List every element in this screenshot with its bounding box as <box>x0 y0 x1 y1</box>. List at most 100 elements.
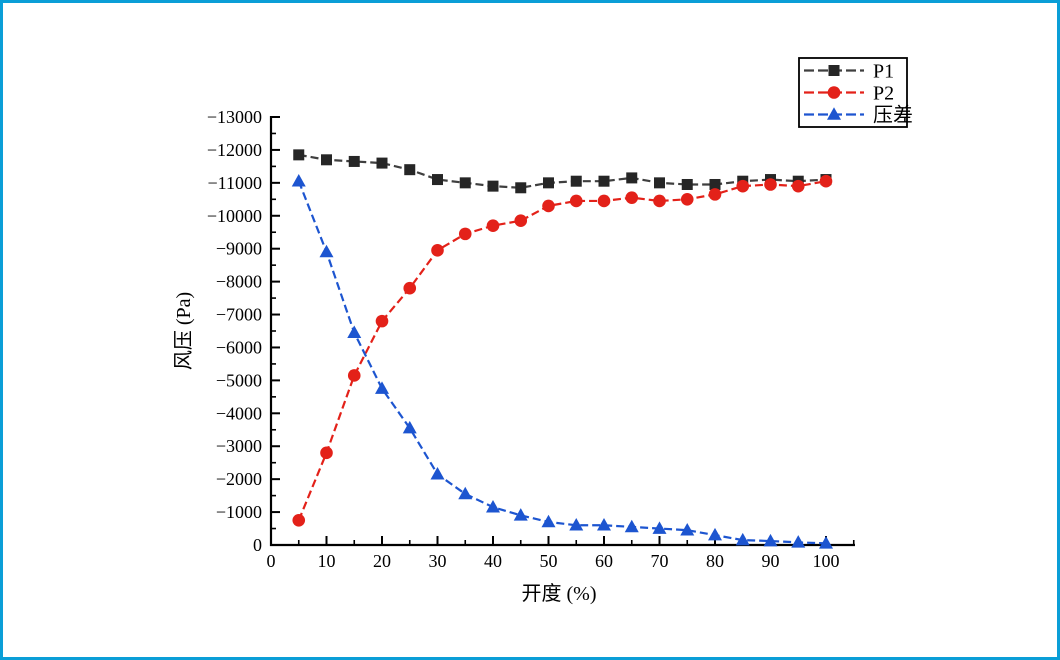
x-tick-label: 0 <box>267 551 276 571</box>
y-tick-label: 0 <box>253 535 262 555</box>
data-point-P2 <box>653 194 666 208</box>
pressure-line-chart: 0 10 20 30 40 50 60 70 80 90 100 0 −1000 −2000 −3000 −4… <box>173 57 913 605</box>
data-point-P1 <box>681 178 693 190</box>
data-point-P2 <box>403 281 417 295</box>
data-point-压差 <box>486 499 500 513</box>
data-point-压差 <box>291 174 306 187</box>
legend-label-P2: P2 <box>873 83 894 105</box>
data-point-压差 <box>458 486 473 500</box>
x-tick-label: 30 <box>429 551 447 571</box>
data-point-压差 <box>541 514 556 528</box>
data-point-P1 <box>598 175 610 187</box>
y-tick-label: −9000 <box>216 239 262 259</box>
x-tick-label: 20 <box>373 551 391 571</box>
series-line-压差 <box>297 180 827 545</box>
data-point-压差 <box>513 508 528 521</box>
data-point-压差 <box>569 518 584 531</box>
data-point-P2 <box>791 179 805 193</box>
y-tick-label: −11000 <box>208 173 262 193</box>
legend-marker-P1 <box>828 65 840 76</box>
legend-label-P1: P1 <box>873 61 894 83</box>
y-tick-label: −7000 <box>216 305 262 325</box>
x-tick-label: 50 <box>540 551 558 571</box>
x-tick-label: 40 <box>484 551 502 571</box>
data-point-压差 <box>680 522 695 536</box>
data-point-P1 <box>626 172 638 184</box>
data-point-P1 <box>654 177 665 189</box>
data-point-P2 <box>680 193 694 206</box>
series-P2 <box>292 174 833 527</box>
data-point-压差 <box>430 467 445 480</box>
x-axis-title: 开度 (%) <box>522 582 597 605</box>
legend-entry-P1: P1 <box>804 61 894 83</box>
data-point-P2 <box>514 214 528 228</box>
y-tick-label: −2000 <box>216 469 262 489</box>
legend-marker-P2 <box>827 86 841 99</box>
x-tick-label: 60 <box>595 551 613 571</box>
data-point-P1 <box>348 155 360 167</box>
data-point-P1 <box>459 177 471 189</box>
legend-entry-P2: P2 <box>804 83 894 105</box>
data-point-P1 <box>293 149 305 161</box>
data-point-P2 <box>736 179 750 193</box>
y-tick-label: −1000 <box>216 502 262 522</box>
legend-entry-压差: 压差 <box>804 104 913 127</box>
data-point-P2 <box>542 199 555 213</box>
axes: 0 10 20 30 40 50 60 70 80 90 100 0 −1000 −2000 −3000 −4… <box>207 107 855 571</box>
data-point-P2 <box>347 369 361 382</box>
data-point-P1 <box>432 174 443 186</box>
data-point-P1 <box>709 178 721 190</box>
data-point-P2 <box>819 174 833 188</box>
data-point-P2 <box>708 188 722 201</box>
data-point-P1 <box>321 154 332 166</box>
data-point-压差 <box>652 521 667 534</box>
y-tick-label: −8000 <box>216 272 262 292</box>
data-point-压差 <box>791 535 806 548</box>
data-point-压差 <box>402 420 417 434</box>
data-point-P2 <box>458 227 472 241</box>
data-point-P2 <box>320 446 333 460</box>
data-point-P2 <box>375 314 389 328</box>
data-point-P2 <box>569 194 583 208</box>
x-tick-label: 100 <box>813 551 840 571</box>
data-point-压差 <box>319 244 334 258</box>
x-tick-label: 80 <box>706 551 724 571</box>
data-point-P1 <box>404 164 416 176</box>
data-point-压差 <box>347 325 362 338</box>
data-point-P1 <box>376 157 388 169</box>
data-point-压差 <box>624 519 639 533</box>
data-point-压差 <box>763 533 778 547</box>
y-tick-label: −10000 <box>207 206 262 226</box>
y-tick-label: −5000 <box>216 370 262 390</box>
data-point-P2 <box>486 219 500 232</box>
series-line-P2 <box>297 180 827 521</box>
data-point-压差 <box>597 518 611 531</box>
data-point-P2 <box>431 244 444 257</box>
x-tick-label: 70 <box>651 551 669 571</box>
y-tick-label: −12000 <box>207 140 262 160</box>
data-point-压差 <box>708 527 722 541</box>
data-point-P2 <box>292 514 306 527</box>
y-tick-label: −6000 <box>216 337 262 357</box>
y-tick-label: −4000 <box>216 403 262 423</box>
legend-label-压差: 压差 <box>873 104 913 127</box>
data-point-P1 <box>570 175 582 187</box>
data-point-压差 <box>735 532 750 546</box>
x-tick-label: 90 <box>762 551 780 571</box>
data-point-P2 <box>764 178 777 191</box>
data-point-P2 <box>597 194 611 208</box>
legend-marker-压差 <box>827 107 841 120</box>
y-tick-label: −3000 <box>216 436 262 456</box>
data-point-P1 <box>487 180 499 192</box>
x-tick-label: 10 <box>318 551 336 571</box>
y-tick-label: −13000 <box>207 107 262 127</box>
series-压差 <box>291 174 833 549</box>
data-point-P1 <box>515 182 527 194</box>
data-point-压差 <box>819 536 833 549</box>
data-point-P1 <box>543 177 554 189</box>
y-axis-title: 风压 (Pa) <box>173 292 195 370</box>
plot-series <box>291 149 833 549</box>
data-point-P2 <box>625 191 639 204</box>
